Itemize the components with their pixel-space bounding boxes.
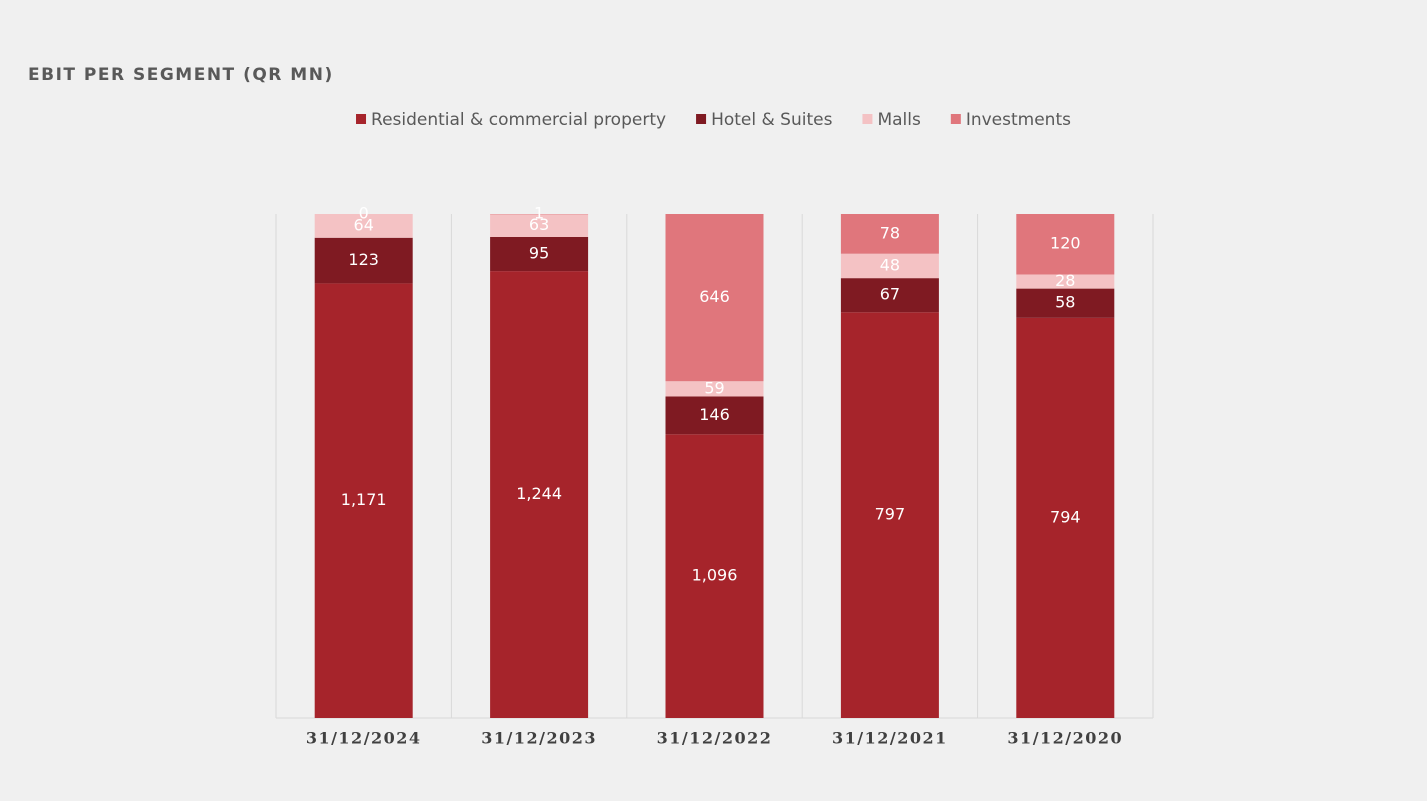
data-label: 78 — [880, 223, 900, 242]
legend-label: Investments — [966, 110, 1071, 130]
bar-segment — [665, 214, 764, 382]
x-tick-label: 31/12/2024 — [306, 729, 422, 748]
data-label: 1,096 — [692, 566, 738, 585]
data-label: 120 — [1050, 234, 1081, 253]
data-label: 58 — [1055, 293, 1075, 312]
data-label: 123 — [348, 250, 379, 269]
bar-segment — [490, 236, 589, 272]
legend-label: Residential & commercial property — [371, 110, 666, 130]
bar-segment — [490, 271, 589, 718]
bar-segment — [314, 283, 413, 718]
data-label: 28 — [1055, 271, 1075, 290]
bar-segment — [1016, 288, 1115, 318]
legend-swatch — [950, 114, 961, 124]
x-tick-label: 31/12/2023 — [481, 729, 597, 748]
data-label: 797 — [875, 505, 906, 524]
bar-segment — [314, 214, 413, 238]
bar-segment — [1016, 317, 1115, 718]
data-label: 794 — [1050, 507, 1081, 526]
data-label: 63 — [529, 215, 549, 234]
data-label: 146 — [699, 405, 730, 424]
bar-segment — [840, 253, 939, 279]
data-label: 95 — [529, 244, 549, 263]
data-label: 1,244 — [516, 484, 562, 503]
chart-title: EBIT PER SEGMENT (QR MN) — [28, 65, 334, 85]
data-label: 1,171 — [341, 490, 387, 509]
bar-segment — [840, 214, 939, 254]
bar-segment — [665, 381, 764, 397]
legend-label: Hotel & Suites — [711, 110, 833, 130]
x-tick-label: 31/12/2022 — [657, 729, 773, 748]
bar-segment — [840, 312, 939, 718]
bar-segment — [665, 434, 764, 718]
x-tick-label: 31/12/2020 — [1007, 729, 1123, 748]
bar-segment — [665, 396, 764, 435]
data-label: 59 — [704, 378, 724, 397]
data-label: 646 — [699, 287, 730, 306]
bar-segment — [490, 214, 589, 237]
legend-swatch — [356, 114, 367, 124]
data-label: 64 — [354, 215, 374, 234]
bar-segment — [1016, 274, 1115, 289]
x-tick-label: 31/12/2021 — [832, 729, 948, 748]
bar-segment — [1016, 214, 1115, 275]
legend-swatch — [862, 114, 873, 124]
data-label: 1 — [534, 204, 544, 223]
legend-label: Malls — [877, 110, 921, 130]
legend-swatch — [696, 114, 707, 124]
data-label: 0 — [359, 204, 369, 223]
data-label: 67 — [880, 285, 900, 304]
data-label: 48 — [880, 255, 900, 274]
bar-segment — [840, 278, 939, 313]
bar-segment — [314, 237, 413, 284]
